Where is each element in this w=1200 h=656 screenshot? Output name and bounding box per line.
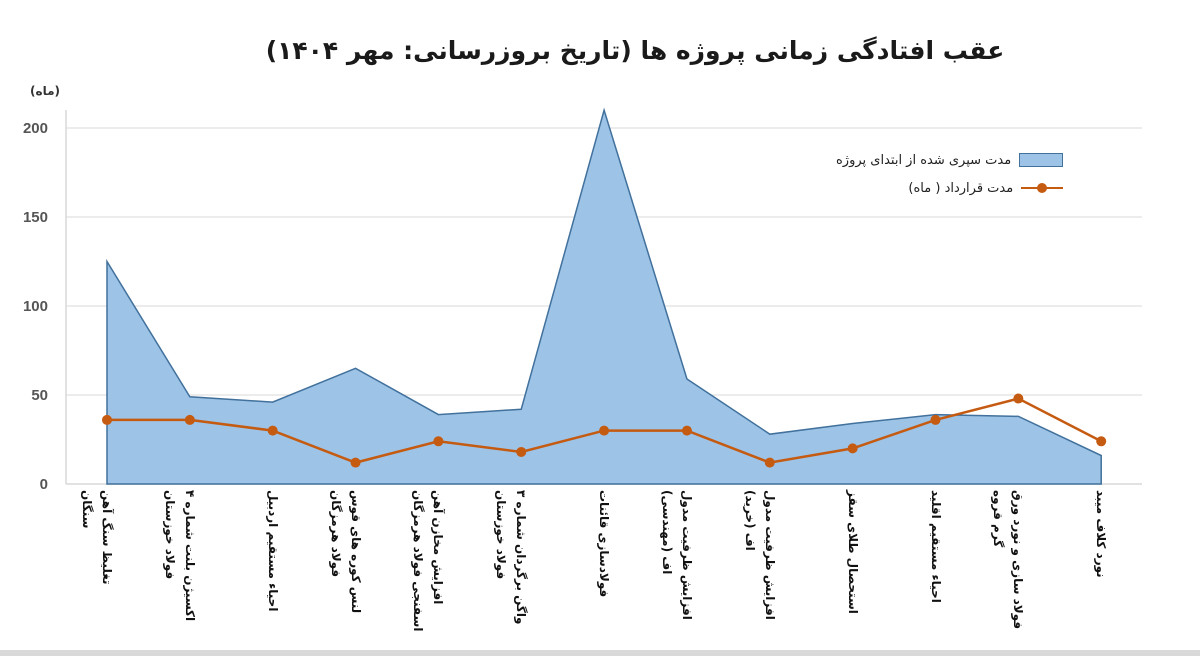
chart-title: عقب افتادگی زمانی پروژه ها (تاریخ بروزرس… [265,36,1005,65]
line-marker [102,414,112,425]
line-markers [102,393,1107,468]
line-marker [267,425,278,436]
area-series-elapsed [106,107,1102,485]
bottom-divider [0,650,1200,656]
x-tick-label-line: اف (خرید) [742,490,757,551]
line-marker [433,436,444,447]
y-axis-ticks: 0 50 100 150 200 [23,120,48,493]
line-marker [1013,393,1024,404]
x-tick-label-line: فولاد خوزستان [162,490,177,580]
x-tick-label-line: احیاء مستقیم اردبیل [265,490,280,612]
legend-line-label: مدت قرارداد ( ماه) [908,180,1014,196]
x-tick-label: استحصال طلای سقز [803,490,863,640]
x-tick-label-line: احیاء مستقیم اقلید [928,490,943,603]
legend-line-marker-icon [1021,182,1064,194]
x-tick-label-line: سنگان [80,490,94,529]
x-tick-label-line: استحصال طلای سقز [845,490,860,614]
line-marker [764,457,775,468]
legend: مدت سپری شده از ابتدای پروژه مدت قرارداد… [836,146,1064,202]
legend-area-label: مدت سپری شده از ابتدای پروژه [836,152,1012,168]
x-tick-label: افزایش مخازن آهن اسفنجی فولاد هرمزگان [388,490,448,640]
x-tick-label-line: اف (مهندسی) [659,490,674,575]
x-tick-label-line: فولاد سازی و نورد ورق [1011,490,1026,630]
x-tick-label-line: افزایش ظرفیت مدول [762,490,777,620]
x-tick-label-line: اسفنجی فولاد هرمزگان [411,490,426,632]
x-tick-label: احیاء مستقیم اقلید [886,490,946,640]
x-tick-label-line: اکسیژن بلنت شماره ۴ [182,490,197,622]
x-tick-label-line: گرم قروه [991,490,1006,548]
y-tick-label: 200 [23,120,48,137]
x-tick-label-line: نورد کلاف میبد [1094,490,1109,578]
line-marker [681,425,692,436]
x-tick-label-line: لنس کوره های قوس [348,490,363,614]
line-marker [516,446,527,457]
x-tick-label-line: واگن برگردان شماره ۳ [514,490,529,625]
line-marker [1096,436,1107,447]
y-tick-label: 100 [23,298,48,315]
legend-item-line: مدت قرارداد ( ماه) [836,174,1064,202]
x-tick-label: اکسیژن بلنت شماره ۴ فولاد خوزستان [140,490,200,640]
legend-item-area: مدت سپری شده از ابتدای پروژه [836,146,1064,174]
x-tick-label-line: فولاد خوزستان [494,490,509,580]
line-marker [930,414,941,425]
x-tick-label: احیاء مستقیم اردبیل [223,490,283,640]
x-tick-label: افزایش ظرفیت مدول اف (مهندسی) [637,490,697,640]
x-tick-label-line: افزایش ظرفیت مدول [679,490,694,620]
x-tick-label: فولادسازی قائنات [554,490,614,640]
x-tick-label: افزایش ظرفیت مدول اف (خرید) [720,490,780,640]
x-tick-label-line: تغلیظ سنگ آهن [100,490,114,585]
y-axis-unit-label: (ماه) [30,84,60,98]
x-tick-label: فولاد سازی و نورد ورق گرم قروه [968,490,1028,640]
x-tick-label-line: فولادسازی قائنات [597,490,612,598]
x-tick-label-line: فولاد هرمزگان [328,490,343,578]
x-tick-label: نورد کلاف میبد [1051,490,1111,640]
line-marker [184,414,195,425]
line-marker [599,425,610,436]
x-tick-label: واگن برگردان شماره ۳ فولاد خوزستان [471,490,531,640]
x-tick-label: لنس کوره های قوس فولاد هرمزگان [306,490,366,640]
y-tick-label: 50 [31,387,48,404]
legend-area-swatch-icon [1019,153,1064,167]
line-marker [847,443,858,454]
y-tick-label: 150 [23,209,48,226]
x-tick-label-line: افزایش مخازن آهن [431,490,446,605]
line-marker [350,457,361,468]
x-tick-label: تغلیظ سنگ آهن سنگان [57,490,117,640]
y-tick-label: 0 [40,476,48,493]
